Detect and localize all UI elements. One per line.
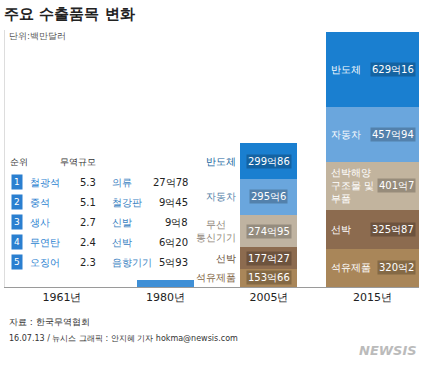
svg-text:16.07.13 / 뉴시스 그래픽 : 안지혜 기자 ho: 16.07.13 / 뉴시스 그래픽 : 안지혜 기자 hokma@newsis…: [9, 334, 238, 343]
svg-text:2005년: 2005년: [249, 291, 288, 304]
svg-text:오징어: 오징어: [30, 257, 60, 268]
svg-text:무역규모: 무역규모: [60, 157, 96, 167]
svg-text:3: 3: [14, 217, 20, 227]
svg-text:1961년: 1961년: [42, 291, 81, 304]
svg-text:295억6: 295억6: [251, 191, 286, 202]
svg-text:5.1: 5.1: [80, 197, 96, 208]
svg-text:299억86: 299억86: [248, 156, 290, 167]
svg-text:반도체: 반도체: [206, 156, 236, 167]
svg-text:457억94: 457억94: [372, 129, 414, 140]
svg-text:NEWSIS: NEWSIS: [359, 343, 417, 358]
svg-text:4: 4: [14, 237, 20, 247]
svg-text:선박: 선박: [331, 224, 351, 235]
svg-text:2.3: 2.3: [80, 257, 96, 268]
svg-text:320억2: 320억2: [379, 262, 414, 273]
svg-text:자동차: 자동차: [331, 129, 361, 140]
svg-text:325억87: 325억87: [372, 224, 414, 235]
svg-text:401억7: 401억7: [379, 180, 414, 191]
svg-text:단위:백만달러: 단위:백만달러: [9, 31, 66, 41]
svg-text:주요 수출품목 변화: 주요 수출품목 변화: [4, 5, 134, 23]
svg-text:선박: 선박: [112, 237, 132, 248]
svg-text:153억66: 153억66: [248, 272, 290, 283]
svg-text:반도체: 반도체: [331, 64, 361, 75]
svg-text:5억93: 5억93: [159, 257, 188, 268]
svg-text:5.3: 5.3: [80, 177, 96, 188]
svg-text:석유제품: 석유제품: [196, 272, 236, 283]
svg-text:선박해양구조물 및부품: 선박해양구조물 및부품: [331, 167, 374, 204]
svg-text:음향기기: 음향기기: [112, 257, 152, 268]
svg-text:274억95: 274억95: [248, 226, 290, 237]
svg-text:27억78: 27억78: [153, 177, 188, 188]
svg-text:무선통신기기: 무선통신기기: [196, 219, 236, 243]
svg-text:철강판: 철강판: [112, 197, 142, 208]
svg-text:자동차: 자동차: [206, 191, 236, 202]
svg-text:선박: 선박: [216, 253, 236, 264]
svg-text:629억16: 629억16: [372, 64, 414, 75]
svg-text:9억8: 9억8: [165, 217, 188, 228]
svg-text:1: 1: [14, 177, 20, 187]
svg-text:순위: 순위: [10, 157, 28, 167]
svg-text:중석: 중석: [30, 197, 50, 208]
svg-text:의류: 의류: [112, 177, 132, 188]
svg-text:신발: 신발: [112, 217, 132, 228]
svg-text:2: 2: [14, 197, 20, 207]
svg-text:5: 5: [14, 257, 20, 267]
svg-text:177억27: 177억27: [248, 253, 290, 264]
svg-text:석유제품: 석유제품: [331, 262, 371, 273]
svg-text:6억20: 6억20: [159, 237, 188, 248]
svg-text:2.4: 2.4: [80, 237, 96, 248]
svg-text:1980년: 1980년: [146, 291, 185, 304]
svg-text:자료 : 한국무역협회: 자료 : 한국무역협회: [9, 317, 90, 327]
svg-text:9억45: 9억45: [159, 197, 188, 208]
svg-text:2015년: 2015년: [353, 291, 392, 304]
svg-text:철광석: 철광석: [30, 177, 60, 188]
svg-text:2.7: 2.7: [80, 217, 96, 228]
svg-text:무연탄: 무연탄: [30, 237, 60, 248]
svg-text:생사: 생사: [30, 217, 50, 228]
